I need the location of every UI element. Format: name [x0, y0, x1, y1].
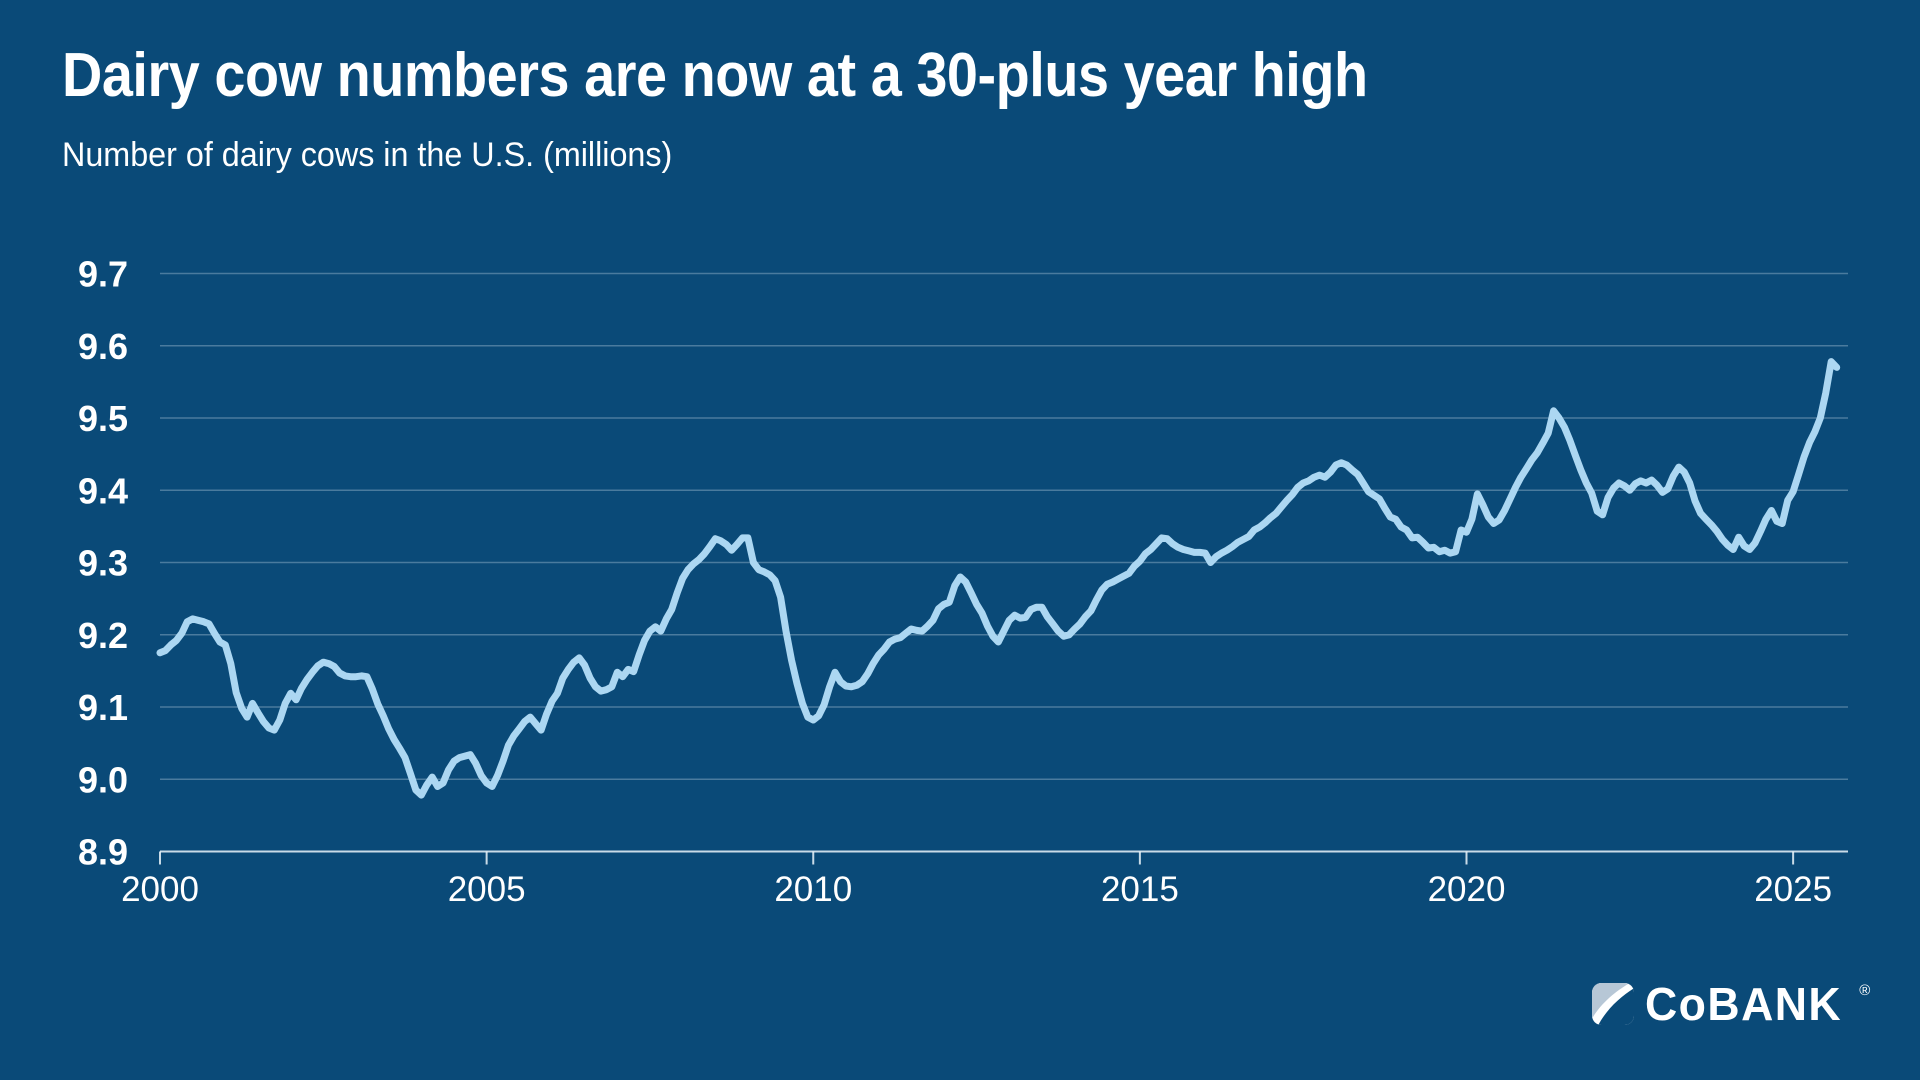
cobank-logo-icon: [1592, 983, 1634, 1025]
cobank-logo: CoBANK ®: [1592, 981, 1870, 1027]
y-axis-tick-label: 9.4: [78, 470, 128, 511]
chart-title: Dairy cow numbers are now at a 30-plus y…: [62, 41, 1368, 110]
registered-trademark-symbol: ®: [1859, 982, 1871, 999]
y-axis-tick-label: 9.6: [78, 326, 128, 367]
y-axis-tick-label: 9.3: [78, 543, 128, 584]
dairy-cow-data-line: [156, 358, 1841, 799]
x-axis-tick-label: 2025: [1754, 870, 1832, 909]
x-axis-tick-label: 2010: [774, 870, 852, 909]
x-axis-tick-label: 2015: [1101, 870, 1179, 909]
chart-subtitle: Number of dairy cows in the U.S. (millio…: [62, 136, 673, 174]
x-axis-tick-label: 2020: [1428, 870, 1506, 909]
x-axis-tick-label: 2005: [448, 870, 526, 909]
x-axis-tick-label: 2000: [121, 870, 199, 909]
y-axis-tick-label: 9.0: [78, 759, 128, 800]
y-axis-tick-label: 9.1: [78, 687, 128, 728]
y-axis-tick-label: 9.2: [78, 615, 128, 656]
cobank-logo-text: CoBANK: [1645, 978, 1843, 1030]
y-axis-tick-label: 9.5: [78, 398, 128, 439]
y-axis-tick-label: 8.9: [78, 832, 128, 873]
y-axis-tick-label: 9.7: [78, 254, 128, 295]
